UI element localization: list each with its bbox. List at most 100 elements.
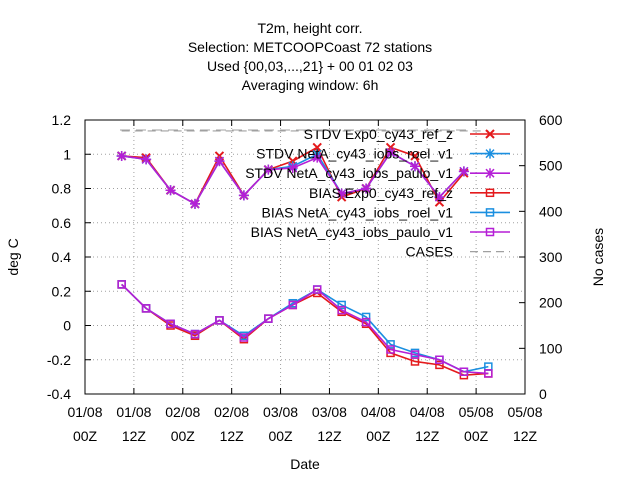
title-line: Selection: METCOOPCoast 72 stations bbox=[188, 39, 432, 55]
x-tick-label-date: 01/08 bbox=[67, 404, 102, 420]
y-tick-label: 0.2 bbox=[52, 283, 72, 299]
data-point bbox=[361, 183, 372, 194]
data-point bbox=[239, 333, 249, 342]
series-line bbox=[121, 283, 489, 376]
x-tick-label-time: 00Z bbox=[464, 428, 489, 444]
data-point bbox=[337, 305, 346, 315]
series-line bbox=[121, 283, 489, 375]
data-point bbox=[166, 319, 175, 329]
series-5 bbox=[117, 280, 493, 378]
data-point bbox=[312, 142, 322, 153]
data-point bbox=[264, 314, 273, 323]
x-tick-label-date: 03/08 bbox=[263, 404, 298, 420]
x-tick-label-time: 12Z bbox=[317, 428, 342, 444]
data-point bbox=[263, 164, 274, 175]
title-line: Averaging window: 6h bbox=[242, 77, 379, 93]
data-point bbox=[435, 360, 444, 370]
x-tick-label-date: 05/08 bbox=[459, 404, 494, 420]
data-point bbox=[385, 147, 396, 158]
data-point bbox=[165, 185, 176, 196]
x-tick-label-time: 00Z bbox=[268, 428, 293, 444]
legend-entry-marker bbox=[485, 208, 495, 217]
legend: STDV Exp0_cy43_ref_z STDV NetA_cy43_iobs_… bbox=[120, 126, 510, 260]
y2-tick-label: 600 bbox=[539, 112, 563, 128]
data-point bbox=[141, 304, 151, 313]
legend-entry-label: BIAS NetA_cy43_iobs_paulo_v1 bbox=[251, 224, 454, 240]
data-point bbox=[238, 190, 249, 201]
legend-entry-marker bbox=[485, 129, 495, 139]
legend-entry-label: CASES bbox=[406, 244, 453, 260]
x-axis-label: Date bbox=[290, 456, 320, 472]
data-point bbox=[459, 367, 469, 376]
y-tick-label: 0 bbox=[63, 318, 71, 334]
plot-frame bbox=[84, 119, 526, 395]
x-tick-label-date: 01/08 bbox=[116, 404, 151, 420]
y2-tick-label: 100 bbox=[539, 340, 563, 356]
title-line: Used {00,03,...,21} + 00 01 02 03 bbox=[207, 58, 413, 74]
x-tick-label-time: 12Z bbox=[122, 428, 147, 444]
title-line: T2m, height corr. bbox=[257, 20, 362, 36]
x-tick-label-date: 04/08 bbox=[410, 404, 445, 420]
y2-axis-label: No cases bbox=[590, 228, 606, 286]
y-tick-label: 1.2 bbox=[52, 112, 72, 128]
data-point bbox=[288, 300, 298, 310]
legend-entry-marker bbox=[485, 168, 495, 179]
y-tick-label: -0.2 bbox=[47, 352, 71, 368]
axes: 01/08 00Z 01/08 12Z 02/08 00Z 02/08 12Z 03/08 00Z… bbox=[47, 112, 563, 444]
y2-tick-label: 500 bbox=[539, 158, 563, 174]
data-point bbox=[312, 285, 322, 294]
x-tick-label-date: 05/08 bbox=[507, 404, 542, 420]
data-point bbox=[484, 369, 493, 378]
legend-entry-marker bbox=[485, 227, 495, 237]
y2-tick-label: 300 bbox=[539, 249, 563, 265]
data-point bbox=[116, 150, 127, 161]
x-tick-label-time: 12Z bbox=[220, 428, 245, 444]
x-tick-label-time: 12Z bbox=[415, 428, 440, 444]
y-tick-label: 0.6 bbox=[52, 215, 72, 231]
x-tick-label-date: 02/08 bbox=[214, 404, 249, 420]
series-2 bbox=[116, 147, 469, 209]
legend-entry-label: BIAS Exp0_cy43_ref_z bbox=[309, 185, 453, 201]
data-point bbox=[435, 355, 444, 364]
data-point bbox=[386, 345, 395, 354]
legend-entry-label: STDV NetA_cy43_iobs_roel_v1 bbox=[256, 146, 453, 162]
y-tick-label: 0.4 bbox=[52, 249, 72, 265]
x-tick-label-date: 02/08 bbox=[165, 404, 200, 420]
data-point bbox=[287, 162, 298, 173]
y2-tick-label: 400 bbox=[539, 203, 563, 219]
y-tick-label: 1 bbox=[63, 146, 71, 162]
data-point bbox=[190, 329, 200, 339]
data-point bbox=[434, 192, 445, 203]
x-tick-label-time: 00Z bbox=[171, 428, 196, 444]
data-point bbox=[336, 188, 347, 199]
data-point bbox=[361, 317, 371, 327]
y2-tick-label: 0 bbox=[539, 386, 547, 402]
data-point bbox=[386, 340, 395, 349]
y-axis-label: deg C bbox=[5, 238, 21, 275]
data-point bbox=[141, 154, 152, 165]
y-tick-label: 0.8 bbox=[52, 181, 72, 197]
data-point bbox=[312, 152, 323, 163]
legend-entry-marker bbox=[485, 188, 495, 198]
legend-entry-marker bbox=[485, 148, 495, 159]
grid bbox=[85, 120, 525, 394]
x-tick-label-time: 12Z bbox=[513, 428, 538, 444]
chart-title: T2m, height corr. Selection: METCOOPCoast… bbox=[188, 20, 432, 93]
data-point bbox=[117, 280, 126, 289]
data-point bbox=[190, 198, 200, 209]
data-point bbox=[410, 350, 420, 359]
data-point bbox=[214, 156, 225, 167]
data-point bbox=[410, 151, 420, 161]
data-point bbox=[458, 166, 469, 177]
data-point bbox=[337, 300, 346, 310]
legend-entry-label: STDV Exp0_cy43_ref_z bbox=[304, 126, 453, 142]
data-point bbox=[410, 161, 420, 172]
x-tick-label-date: 04/08 bbox=[361, 404, 396, 420]
data-point bbox=[215, 316, 224, 325]
legend-entry-label: BIAS NetA_cy43_iobs_roel_v1 bbox=[262, 204, 454, 220]
y-tick-label: -0.4 bbox=[47, 386, 71, 402]
data-point bbox=[361, 312, 371, 322]
legend-entry-label: STDV NetA_cy43_iobs_paulo_v1 bbox=[245, 165, 453, 181]
x-tick-label-date: 03/08 bbox=[312, 404, 347, 420]
